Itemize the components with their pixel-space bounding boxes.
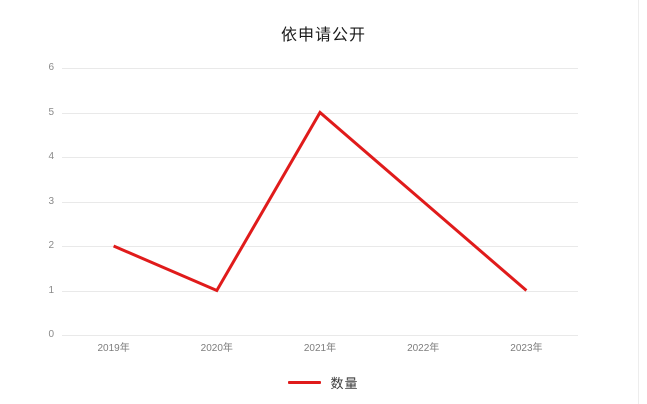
y-axis-tick-label: 2 [48,240,54,251]
line-series-quantity [113,110,528,293]
gridline [62,157,578,158]
x-axis-tick-label: 2021年 [303,343,337,354]
x-axis-tick-label: 2023年 [510,343,543,354]
container-right-border [638,0,639,404]
y-axis-tick-label: 1 [48,284,54,296]
legend-item-quantity[interactable]: 数量 [288,373,358,392]
chart-legend: 数量 [0,373,647,392]
plot-area [62,68,578,336]
x-axis: 2019年 2020年 2021年 2022年 2023年 [62,343,578,359]
gridline [62,68,578,69]
x-axis-tick-label: 2022年 [407,343,440,354]
gridline [62,335,578,336]
x-axis-tick-label: 2020年 [200,343,233,354]
y-axis-tick-label: 4 [48,151,54,162]
series-polyline-quantity [113,110,528,293]
x-axis-tick-label: 2019年 [97,343,130,354]
y-axis: 0 1 2 3 4 5 6 [22,63,54,340]
gridline [62,246,578,247]
chart-title: 依申请公开 [280,25,366,44]
y-axis-tick-label: 0 [48,329,54,340]
y-axis-tick-label: 5 [48,106,54,118]
line-marker-icon [288,381,322,384]
y-axis-tick-label: 6 [48,62,54,73]
gridline [62,201,578,203]
y-axis-tick-label: 3 [48,195,54,207]
gridline [62,290,578,292]
legend-item-label: 数量 [330,377,359,392]
